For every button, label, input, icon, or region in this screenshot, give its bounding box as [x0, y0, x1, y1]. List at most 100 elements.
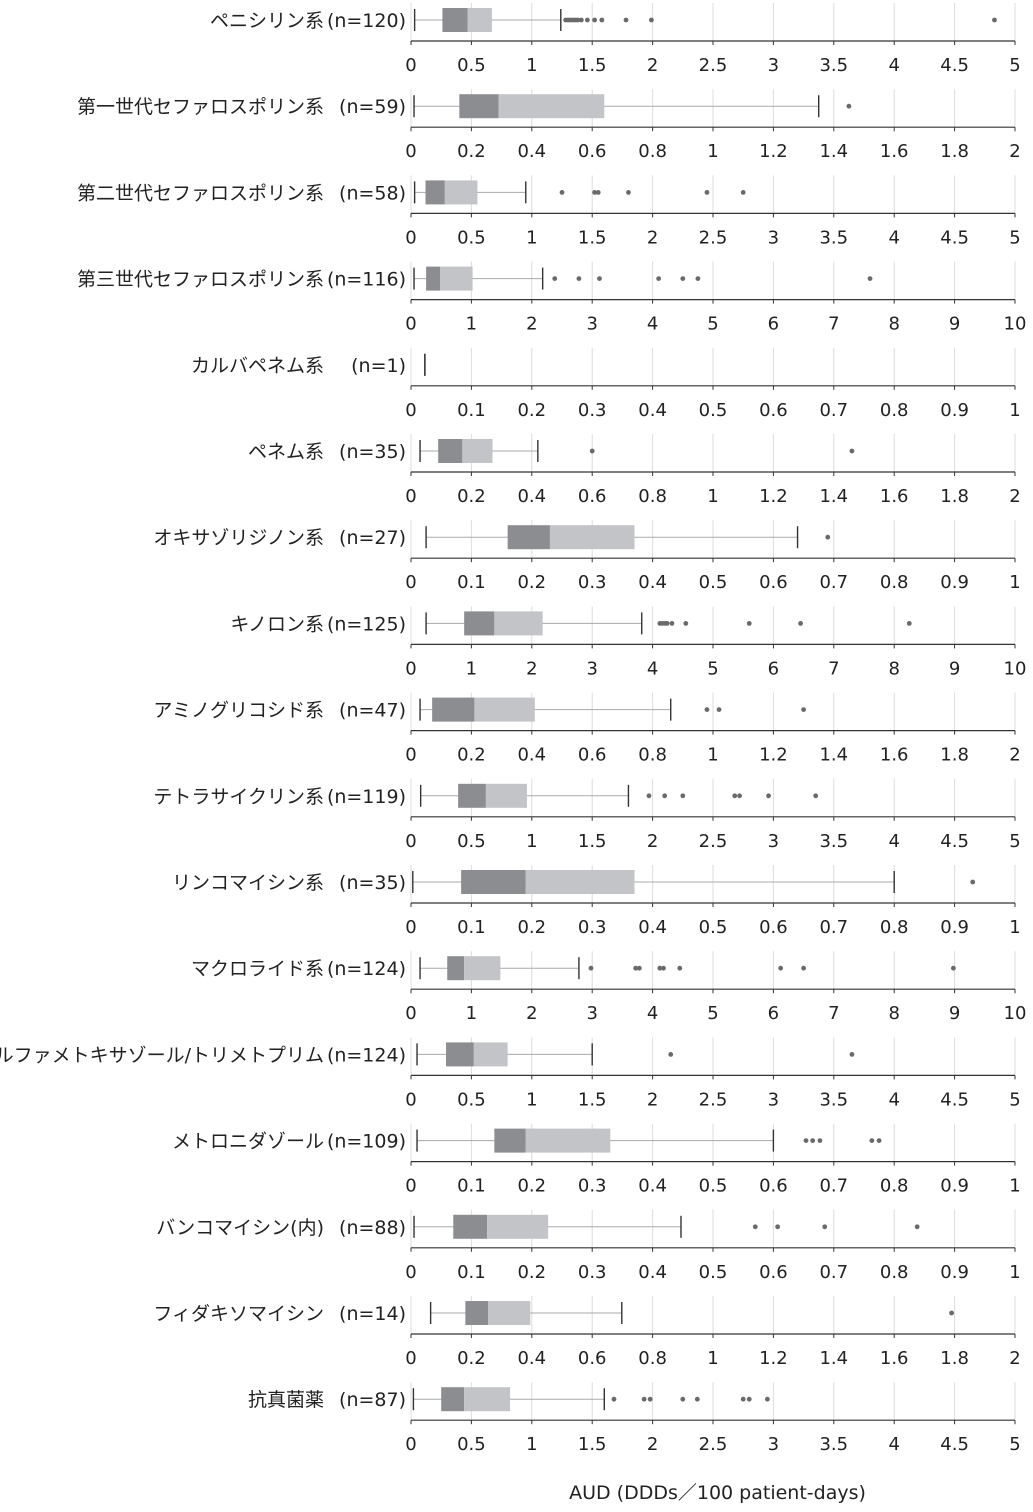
row-label: リンコマイシン系: [172, 872, 324, 894]
box-lower-half: [432, 697, 475, 722]
row-label: メトロニダゾール: [172, 1131, 324, 1153]
outlier-point: [764, 1396, 770, 1402]
outlier-point: [746, 1396, 752, 1402]
x-tick-label: 1: [707, 1348, 718, 1369]
x-tick-label: 8: [888, 314, 899, 335]
row-label: オキサゾリジノン系: [153, 527, 324, 549]
outlier-point: [661, 965, 666, 971]
x-tick-label: 1: [466, 658, 477, 679]
x-tick-label: 1.8: [940, 486, 969, 507]
sample-size-label: (n=47): [339, 700, 406, 722]
x-tick-label: 3.5: [819, 831, 848, 852]
outlier-point: [592, 190, 598, 195]
box-lower-half: [438, 439, 463, 463]
x-tick-label: 0.9: [940, 572, 969, 593]
x-tick-label: 0.7: [819, 917, 848, 938]
box-lower-half: [465, 1301, 489, 1325]
x-tick-label: 1.5: [578, 1089, 607, 1110]
x-tick-label: 8: [888, 658, 899, 679]
x-tick-label: 3: [586, 314, 597, 335]
x-tick-label: 0: [405, 227, 416, 248]
x-tick-label: 0.3: [578, 1176, 607, 1197]
x-tick-label: 0.6: [578, 486, 607, 507]
x-tick-label: 1.6: [880, 486, 909, 507]
x-tick-label: 10: [1004, 658, 1027, 679]
x-tick-label: 1: [1009, 1262, 1020, 1283]
x-tick-label: 0.5: [699, 917, 728, 938]
sample-size-label: (n=120): [327, 10, 406, 32]
box-upper-half: [525, 1128, 611, 1153]
x-tick-label: 1: [1009, 572, 1020, 593]
outlier-point: [803, 1138, 809, 1143]
x-tick-label: 1.5: [578, 227, 607, 248]
x-tick-label: 2.5: [699, 1089, 728, 1110]
outlier-point: [778, 965, 784, 971]
x-tick-label: 3: [768, 1089, 779, 1110]
x-tick-label: 0.8: [880, 1262, 909, 1283]
sample-size-label: (n=88): [339, 1217, 406, 1239]
x-tick-label: 3: [586, 1003, 597, 1024]
x-tick-label: 2: [526, 1003, 537, 1024]
x-tick-label: 0.3: [578, 1262, 607, 1283]
x-tick-label: 0: [405, 400, 416, 421]
outlier-point: [589, 448, 595, 454]
sample-size-label: (n=116): [327, 269, 406, 291]
x-tick-label: 0.2: [457, 745, 486, 766]
x-tick-label: 3.5: [819, 55, 848, 76]
x-tick-label: 1.8: [940, 745, 969, 766]
x-tick-label: 0.6: [578, 141, 607, 162]
box-lower-half: [459, 94, 499, 119]
outlier-point: [869, 1138, 875, 1143]
box-lower-half: [442, 8, 468, 32]
box-upper-half: [474, 697, 535, 722]
x-tick-label: 0.9: [940, 1176, 969, 1197]
outlier-point: [636, 965, 642, 971]
x-tick-label: 0: [405, 1176, 416, 1197]
x-tick-label: 1.4: [819, 1348, 848, 1369]
x-tick-label: 2: [647, 227, 658, 248]
row-label: 第一世代セファロスポリン系: [77, 96, 324, 118]
outlier-point: [680, 276, 686, 281]
x-tick-label: 0.8: [880, 400, 909, 421]
outlier-point: [584, 17, 590, 23]
outlier-point: [970, 879, 976, 885]
x-tick-label: 1: [707, 745, 718, 766]
x-tick-label: 0.6: [759, 1176, 788, 1197]
sample-size-label: (n=35): [339, 441, 406, 463]
outlier-point: [595, 190, 601, 195]
box-lower-half: [458, 783, 486, 808]
box-upper-half: [549, 525, 635, 550]
box-lower-half: [426, 266, 440, 291]
sample-size-label: (n=58): [339, 182, 406, 204]
outlier-point: [846, 103, 852, 109]
x-tick-label: 0: [405, 1089, 416, 1110]
x-tick-label: 0.4: [638, 1262, 667, 1283]
x-tick-label: 5: [1009, 1089, 1020, 1110]
outlier-point: [578, 17, 584, 23]
x-tick-label: 0.5: [699, 400, 728, 421]
outlier-point: [646, 793, 652, 799]
x-tick-label: 0.9: [940, 917, 969, 938]
outlier-point: [626, 190, 631, 195]
outlier-point: [633, 965, 639, 971]
x-tick-label: 0.4: [517, 486, 546, 507]
x-tick-label: 2: [647, 1089, 658, 1110]
outlier-point: [648, 17, 654, 23]
outlier-point: [680, 793, 686, 799]
outlier-point: [588, 965, 594, 971]
x-tick-label: 1.5: [578, 831, 607, 852]
outlier-point: [662, 793, 668, 799]
x-tick-label: 4: [888, 1434, 899, 1455]
x-tick-label: 0.8: [638, 745, 667, 766]
box-upper-half: [485, 783, 527, 808]
outlier-point: [657, 965, 663, 971]
x-tick-label: 9: [949, 314, 960, 335]
x-tick-label: 1.2: [759, 486, 788, 507]
x-tick-label: 4: [888, 55, 899, 76]
x-tick-label: 2.5: [699, 55, 728, 76]
x-tick-label: 0.6: [759, 572, 788, 593]
x-tick-label: 1.6: [880, 1348, 909, 1369]
x-tick-label: 5: [707, 1003, 718, 1024]
